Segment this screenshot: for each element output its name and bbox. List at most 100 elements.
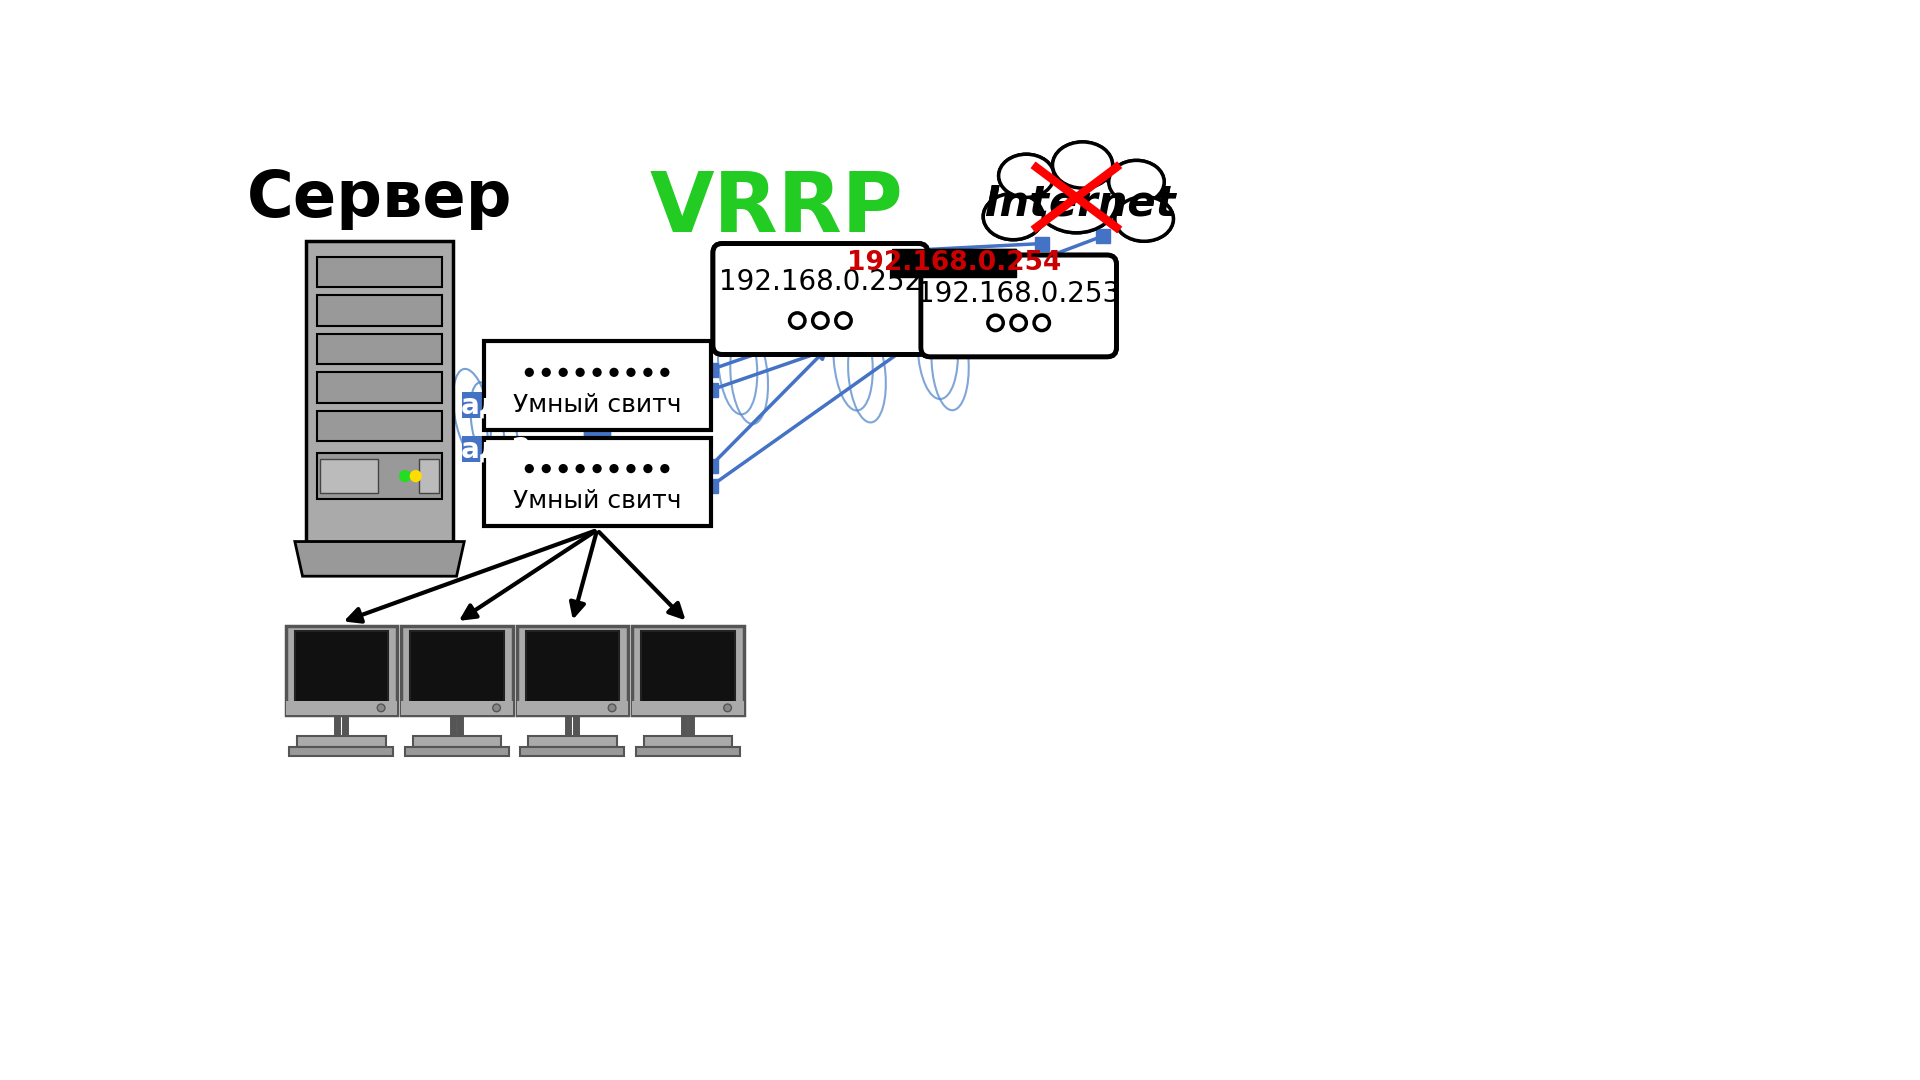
FancyBboxPatch shape xyxy=(891,249,1016,276)
FancyBboxPatch shape xyxy=(401,701,513,715)
FancyBboxPatch shape xyxy=(296,631,388,705)
FancyBboxPatch shape xyxy=(641,631,735,705)
Circle shape xyxy=(524,464,534,473)
Ellipse shape xyxy=(1037,170,1117,233)
FancyBboxPatch shape xyxy=(317,373,442,403)
Circle shape xyxy=(576,464,586,473)
FancyBboxPatch shape xyxy=(516,701,628,715)
Text: Сервер: Сервер xyxy=(248,167,513,230)
Circle shape xyxy=(609,704,616,712)
FancyBboxPatch shape xyxy=(290,747,394,756)
Text: ад.2: ад.2 xyxy=(461,435,532,463)
Circle shape xyxy=(812,313,828,328)
Text: 192.168.0.253: 192.168.0.253 xyxy=(918,280,1119,308)
Circle shape xyxy=(559,464,568,473)
FancyBboxPatch shape xyxy=(922,255,1116,356)
Circle shape xyxy=(399,471,411,482)
FancyBboxPatch shape xyxy=(922,255,1116,356)
Circle shape xyxy=(609,367,618,377)
Text: Умный свитч: Умный свитч xyxy=(513,393,682,417)
FancyBboxPatch shape xyxy=(286,626,397,715)
Circle shape xyxy=(593,367,601,377)
Circle shape xyxy=(559,367,568,377)
FancyBboxPatch shape xyxy=(636,747,739,756)
FancyBboxPatch shape xyxy=(413,737,501,747)
Text: Internet: Internet xyxy=(985,183,1175,225)
Circle shape xyxy=(576,367,586,377)
FancyBboxPatch shape xyxy=(484,341,710,430)
Circle shape xyxy=(541,464,551,473)
Circle shape xyxy=(1012,315,1027,330)
FancyBboxPatch shape xyxy=(317,334,442,364)
Ellipse shape xyxy=(998,154,1054,198)
FancyBboxPatch shape xyxy=(484,437,710,526)
FancyBboxPatch shape xyxy=(411,631,503,705)
Text: 192.168.0.252: 192.168.0.252 xyxy=(718,268,922,296)
Circle shape xyxy=(541,367,551,377)
Text: 192.168.0.254: 192.168.0.254 xyxy=(847,249,1062,275)
Circle shape xyxy=(835,313,851,328)
FancyBboxPatch shape xyxy=(526,631,618,705)
Circle shape xyxy=(660,367,670,377)
Ellipse shape xyxy=(1037,170,1117,233)
Circle shape xyxy=(724,704,732,712)
FancyBboxPatch shape xyxy=(317,257,442,287)
Ellipse shape xyxy=(983,193,1043,240)
FancyBboxPatch shape xyxy=(401,626,513,715)
FancyBboxPatch shape xyxy=(317,295,442,326)
FancyBboxPatch shape xyxy=(712,244,927,354)
FancyBboxPatch shape xyxy=(307,241,453,541)
FancyBboxPatch shape xyxy=(528,737,616,747)
Text: ад.1: ад.1 xyxy=(461,391,532,419)
Text: 192.168.0.254: 192.168.0.254 xyxy=(847,249,1062,275)
Text: Internet: Internet xyxy=(985,183,1175,225)
Ellipse shape xyxy=(1052,141,1112,188)
Circle shape xyxy=(1035,315,1050,330)
Circle shape xyxy=(789,313,804,328)
Circle shape xyxy=(609,464,618,473)
FancyBboxPatch shape xyxy=(463,392,532,418)
FancyBboxPatch shape xyxy=(712,244,927,354)
Circle shape xyxy=(989,315,1004,330)
FancyBboxPatch shape xyxy=(632,626,743,715)
Circle shape xyxy=(660,464,670,473)
Circle shape xyxy=(1035,315,1050,330)
Circle shape xyxy=(789,313,804,328)
Text: Умный свитч: Умный свитч xyxy=(513,489,682,513)
Circle shape xyxy=(626,464,636,473)
FancyBboxPatch shape xyxy=(632,701,743,715)
Ellipse shape xyxy=(1108,161,1164,203)
Circle shape xyxy=(593,464,601,473)
Circle shape xyxy=(376,704,384,712)
Ellipse shape xyxy=(1052,141,1112,188)
FancyBboxPatch shape xyxy=(516,626,628,715)
FancyBboxPatch shape xyxy=(891,249,1016,276)
Text: 192.168.0.253: 192.168.0.253 xyxy=(918,280,1119,308)
FancyBboxPatch shape xyxy=(321,459,378,494)
Circle shape xyxy=(626,367,636,377)
FancyBboxPatch shape xyxy=(317,453,442,499)
Polygon shape xyxy=(296,541,465,577)
Circle shape xyxy=(643,367,653,377)
Circle shape xyxy=(493,704,501,712)
Ellipse shape xyxy=(983,193,1043,240)
Circle shape xyxy=(1012,315,1027,330)
Text: VRRP: VRRP xyxy=(649,168,902,249)
Ellipse shape xyxy=(1116,197,1173,241)
Circle shape xyxy=(524,367,534,377)
FancyBboxPatch shape xyxy=(643,737,732,747)
FancyBboxPatch shape xyxy=(286,701,397,715)
Circle shape xyxy=(643,464,653,473)
FancyBboxPatch shape xyxy=(298,737,386,747)
FancyBboxPatch shape xyxy=(520,747,624,756)
Ellipse shape xyxy=(1116,197,1173,241)
Circle shape xyxy=(835,313,851,328)
FancyBboxPatch shape xyxy=(317,410,442,442)
Circle shape xyxy=(989,315,1004,330)
FancyBboxPatch shape xyxy=(419,459,440,494)
FancyBboxPatch shape xyxy=(463,436,532,462)
FancyBboxPatch shape xyxy=(405,747,509,756)
Circle shape xyxy=(411,471,420,482)
Text: 192.168.0.252: 192.168.0.252 xyxy=(718,268,922,296)
Ellipse shape xyxy=(998,154,1054,198)
